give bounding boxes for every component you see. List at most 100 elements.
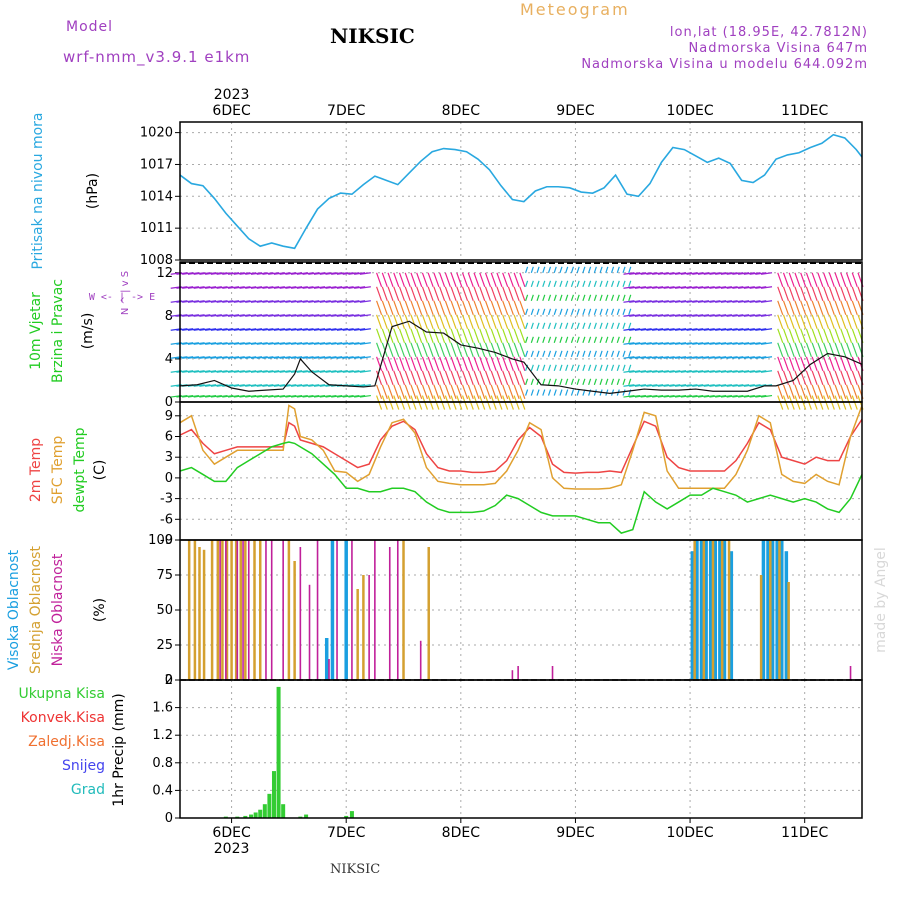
- wind-arrow: [404, 370, 411, 385]
- wind-arrow: [777, 286, 784, 301]
- wind-arrow: [233, 384, 245, 387]
- wind-arrow: [222, 272, 234, 275]
- wind-arrow: [410, 314, 417, 329]
- wind-arrow: [749, 356, 761, 359]
- wind-arrow: [794, 356, 801, 371]
- wind-arrow: [250, 328, 263, 331]
- wind-arrow: [811, 342, 818, 357]
- wind-axis-title: 10m Vjetar: [28, 292, 44, 370]
- wind-arrow: [490, 272, 497, 287]
- wind-arrow: [262, 342, 274, 345]
- wind-arrow: [720, 384, 732, 387]
- wind-arrow: [840, 342, 847, 357]
- y-tick-label: -6: [160, 512, 173, 527]
- wind-arrow: [703, 328, 715, 331]
- wind-arrow: [308, 286, 320, 289]
- temp-line-0: [179, 418, 863, 474]
- wind-speed-line: [179, 320, 863, 394]
- wind-arrow: [599, 364, 603, 371]
- wind-arrow: [233, 272, 245, 275]
- wind-arrow: [760, 342, 773, 345]
- wind-arrow: [834, 314, 841, 329]
- precip-legend-label: Snijeg: [62, 758, 105, 774]
- cloud-bar: [396, 540, 399, 680]
- wind-arrow: [840, 300, 847, 315]
- wind-arrow: [187, 370, 199, 373]
- wind-arrow: [703, 272, 715, 275]
- wind-arrow: [359, 286, 371, 289]
- wind-arrow: [749, 394, 761, 398]
- cloud-bar: [713, 540, 718, 680]
- wind-arrow: [622, 266, 626, 273]
- temp-line-1: [179, 404, 863, 490]
- wind-arrow: [840, 272, 847, 287]
- wind-arrow: [461, 384, 469, 399]
- wind-arrow: [404, 328, 411, 343]
- wind-arrow: [738, 356, 750, 359]
- cloud-bar: [316, 540, 319, 680]
- wind-arrow: [319, 342, 331, 345]
- wind-arrow: [777, 328, 784, 343]
- wind-arrow: [325, 342, 337, 345]
- wind-arrow: [623, 300, 635, 303]
- wind-arrow: [720, 370, 732, 373]
- wind-arrow: [559, 350, 563, 357]
- cloud-bar: [198, 547, 201, 680]
- wind-arrow: [176, 300, 188, 303]
- wind-arrow: [732, 300, 744, 303]
- wind-arrow: [176, 342, 188, 345]
- wind-arrow: [313, 384, 326, 387]
- wind-arrow: [634, 328, 647, 331]
- wind-arrow: [308, 342, 320, 345]
- wind-arrow: [176, 394, 188, 398]
- wind-arrow: [456, 370, 463, 385]
- wind-arrow: [553, 364, 557, 371]
- wind-arrow: [709, 342, 721, 345]
- wind-arrow: [634, 384, 647, 387]
- wind-arrow: [640, 314, 652, 317]
- wind-arrow: [709, 314, 721, 317]
- wind-arrow: [709, 356, 721, 359]
- wind-arrow: [496, 370, 503, 385]
- y-tick-label: 100: [148, 533, 173, 548]
- wind-arrow: [290, 394, 303, 398]
- wind-arrow: [628, 364, 632, 371]
- wind-arrow: [823, 300, 830, 315]
- wind-arrow: [570, 336, 575, 343]
- y-tick-label: 0.8: [152, 756, 173, 771]
- wind-arrow: [279, 328, 291, 331]
- wind-arrow: [433, 328, 440, 343]
- wind-arrow: [484, 300, 492, 315]
- wind-arrow: [456, 328, 463, 343]
- wind-arrow: [519, 314, 526, 329]
- wind-arrow: [828, 384, 835, 399]
- wind-arrow: [381, 314, 388, 329]
- precip-legend-label: Konvek.Kisa: [21, 710, 105, 726]
- wind-arrow: [222, 384, 234, 387]
- wind-arrow: [313, 314, 326, 317]
- wind-arrow: [805, 370, 812, 385]
- wind-arrow: [623, 342, 635, 345]
- wind-arrow: [176, 370, 188, 373]
- wind-arrow: [507, 356, 514, 371]
- wind-arrow: [669, 300, 681, 303]
- wind-arrow: [513, 370, 520, 385]
- wind-arrow: [715, 328, 727, 331]
- wind-arrow: [623, 356, 635, 359]
- y-tick-label: 12: [156, 266, 173, 281]
- wind-arrow: [840, 286, 847, 301]
- wind-arrow: [593, 322, 597, 329]
- wind-arrow: [336, 286, 349, 289]
- wind-arrow: [421, 272, 428, 287]
- wind-arrow: [193, 314, 205, 317]
- wind-arrow: [484, 286, 492, 301]
- wind-arrow: [547, 266, 552, 273]
- cloud-bar: [328, 659, 330, 680]
- cloud-bar: [374, 540, 376, 680]
- wind-arrow: [686, 272, 698, 275]
- wind-arrow: [686, 356, 698, 359]
- wind-arrow: [216, 356, 228, 359]
- x-tick-label-bottom: 11DEC: [781, 825, 828, 841]
- wind-arrow: [336, 272, 349, 275]
- wind-arrow: [805, 300, 812, 315]
